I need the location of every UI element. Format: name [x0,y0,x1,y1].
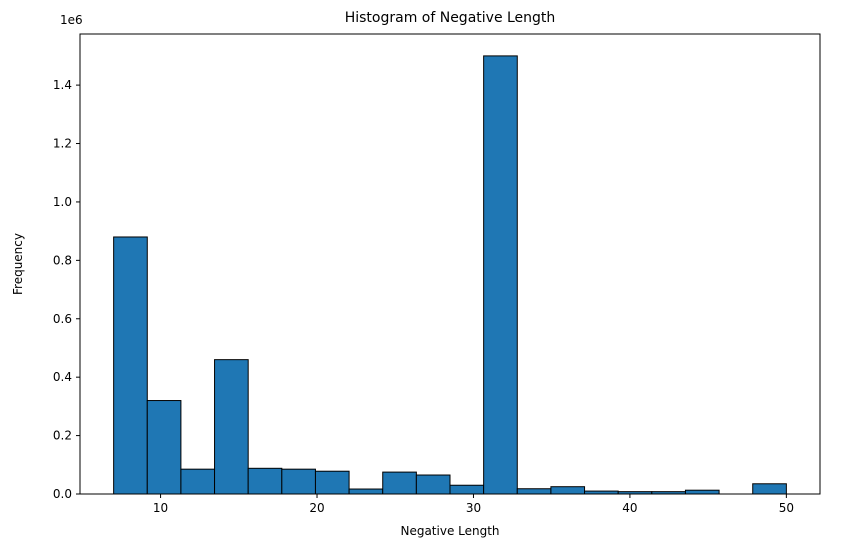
y-tick-label: 0.0 [53,487,72,501]
x-axis-ticks: 10 20 30 40 50 [153,494,794,515]
x-tick-label: 30 [466,501,481,515]
x-axis-label: Negative Length [400,524,499,538]
histogram-bar [146,400,182,495]
chart-title: Histogram of Negative Length [345,10,556,26]
histogram-bar [382,471,417,495]
x-tick-label: 40 [622,501,637,515]
histogram-bar [449,484,485,495]
histogram-bar [247,467,283,495]
plot-area-frame [79,33,821,495]
histogram-bar [113,236,148,495]
histogram-bar [214,359,249,495]
histogram-bars [113,55,787,495]
histogram-bar [348,488,384,495]
histogram-bar [415,474,451,495]
histogram-bar [550,486,586,495]
histogram-bar [483,55,518,495]
histogram-bar [516,488,552,495]
histogram-bar [684,489,720,495]
y-axis-offset-label: 1e6 [60,13,83,27]
y-tick-label: 1.2 [53,137,72,151]
y-tick-label: 0.6 [53,312,72,326]
y-tick-label: 0.2 [53,429,72,443]
y-tick-label: 0.8 [53,253,72,267]
histogram-bar [180,468,216,495]
histogram-bar [281,468,316,495]
y-tick-label: 0.4 [53,370,72,384]
y-tick-label: 1.4 [53,78,72,92]
histogram-bar [752,483,787,495]
histogram-bar [314,470,350,495]
y-axis-ticks: 0.0 0.2 0.4 0.6 0.8 1.0 1.2 1.4 [53,78,80,501]
x-tick-label: 10 [153,501,168,515]
y-tick-label: 1.0 [53,195,72,209]
x-tick-label: 20 [309,501,324,515]
y-axis-label: Frequency [11,233,25,295]
x-tick-label: 50 [779,501,794,515]
